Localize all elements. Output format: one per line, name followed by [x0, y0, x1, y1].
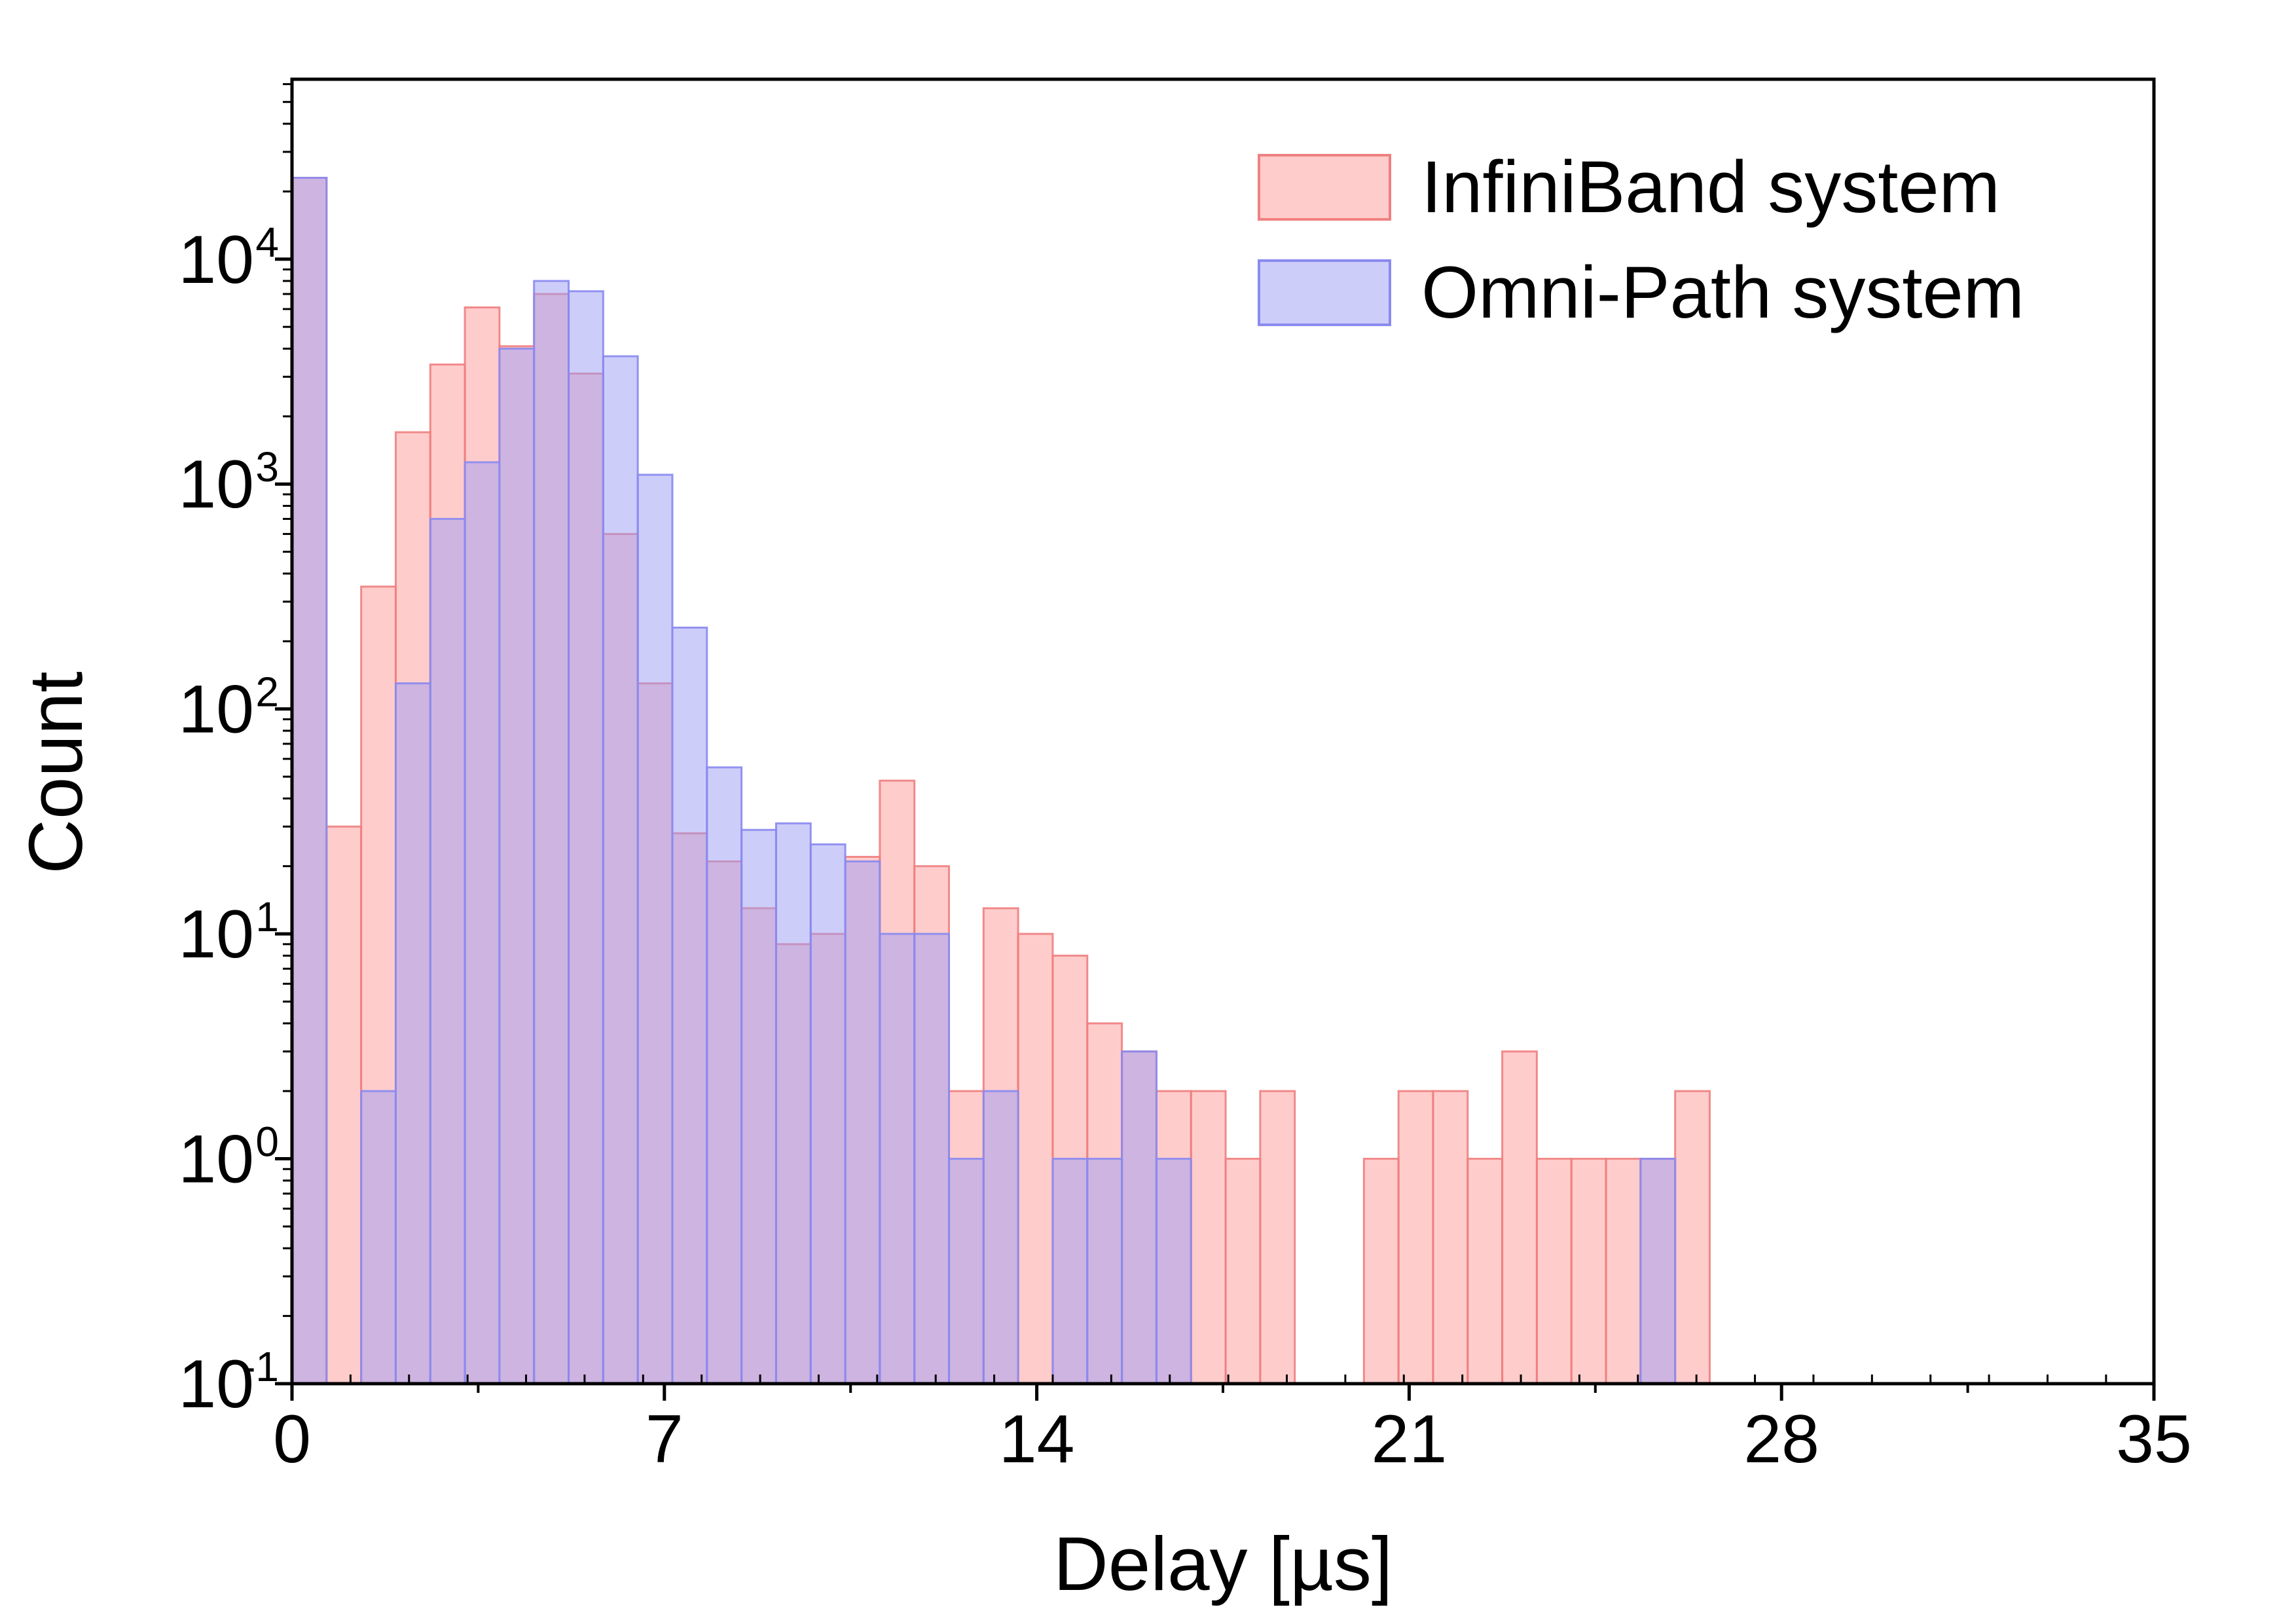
omnipath-bars — [291, 177, 1677, 1385]
x-tick-label: 35 — [2116, 1401, 2192, 1477]
bar-omnipath-14 — [809, 843, 847, 1385]
bar-omnipath-8 — [602, 355, 639, 1385]
bar-omnipath-18 — [948, 1158, 985, 1385]
bar-omnipath-23 — [1155, 1158, 1192, 1385]
y-tick-exponent: 3 — [255, 443, 279, 490]
bar-omnipath-3 — [429, 517, 466, 1385]
x-tick-label: 0 — [273, 1401, 311, 1477]
bar-omnipath-17 — [913, 932, 951, 1385]
x-tick-label: 21 — [1372, 1401, 1448, 1477]
bar-omnipath-19 — [982, 1090, 1019, 1385]
bar-infiniband-34 — [1535, 1158, 1573, 1385]
y-tick-label: 10 — [178, 1346, 254, 1422]
legend-swatch-omnipath — [1258, 259, 1391, 326]
legend-swatch-infiniband — [1258, 154, 1391, 221]
bar-omnipath-5 — [498, 347, 536, 1385]
bar-infiniband-26 — [1190, 1090, 1227, 1385]
bar-omnipath-11 — [706, 766, 743, 1385]
bar-infiniband-32 — [1467, 1158, 1504, 1385]
bar-infiniband-21 — [1017, 932, 1054, 1385]
y-tick-exponent: -1 — [242, 1343, 279, 1390]
x-axis-label: Delay [µs] — [1053, 1521, 1393, 1606]
bar-omnipath-9 — [636, 473, 674, 1385]
y-tick-label: 10 — [178, 896, 254, 972]
legend-label-infiniband: InfiniBand system — [1421, 146, 2000, 228]
bar-omnipath-22 — [1121, 1050, 1157, 1385]
bar-infiniband-35 — [1570, 1158, 1607, 1385]
bar-omnipath-13 — [774, 822, 812, 1385]
y-axis-label: Count — [13, 671, 98, 874]
bar-infiniband-27 — [1224, 1158, 1262, 1385]
y-tick-exponent: 2 — [255, 669, 279, 716]
y-tick-exponent: 4 — [255, 219, 279, 266]
bar-omnipath-4 — [464, 461, 501, 1385]
bar-infiniband-38 — [1674, 1090, 1711, 1385]
bar-infiniband-31 — [1432, 1090, 1469, 1385]
bar-infiniband-29 — [1362, 1158, 1400, 1385]
bar-omnipath-2 — [394, 682, 431, 1385]
y-tick-label: 10 — [178, 222, 254, 298]
bar-omnipath-1 — [360, 1090, 397, 1385]
bar-omnipath-21 — [1086, 1158, 1123, 1385]
bar-infiniband-28 — [1259, 1090, 1296, 1385]
bar-omnipath-0 — [291, 177, 328, 1385]
bar-omnipath-20 — [1051, 1158, 1089, 1385]
bar-infiniband-33 — [1501, 1050, 1538, 1385]
bar-infiniband-1 — [325, 825, 363, 1385]
bar-omnipath-10 — [671, 626, 708, 1385]
bar-omnipath-24 — [1639, 1158, 1677, 1385]
bar-omnipath-6 — [533, 280, 570, 1385]
legend: InfiniBand system Omni-Path system — [1258, 146, 2024, 333]
bar-omnipath-15 — [844, 860, 881, 1385]
x-tick-label: 7 — [646, 1401, 683, 1477]
bar-omnipath-16 — [879, 932, 916, 1385]
y-tick-exponent: 0 — [255, 1118, 279, 1166]
y-tick-label: 10 — [178, 1122, 254, 1198]
x-tick-label: 28 — [1743, 1401, 1819, 1477]
bar-omnipath-7 — [568, 290, 604, 1385]
y-tick-label: 10 — [178, 447, 254, 523]
y-tick-exponent: 1 — [255, 893, 279, 940]
bar-infiniband-36 — [1605, 1158, 1642, 1385]
legend-label-omnipath: Omni-Path system — [1421, 251, 2024, 333]
x-tick-label: 14 — [999, 1401, 1075, 1477]
y-tick-label: 10 — [178, 672, 254, 748]
bar-omnipath-12 — [740, 828, 777, 1385]
bar-infiniband-30 — [1397, 1090, 1434, 1385]
